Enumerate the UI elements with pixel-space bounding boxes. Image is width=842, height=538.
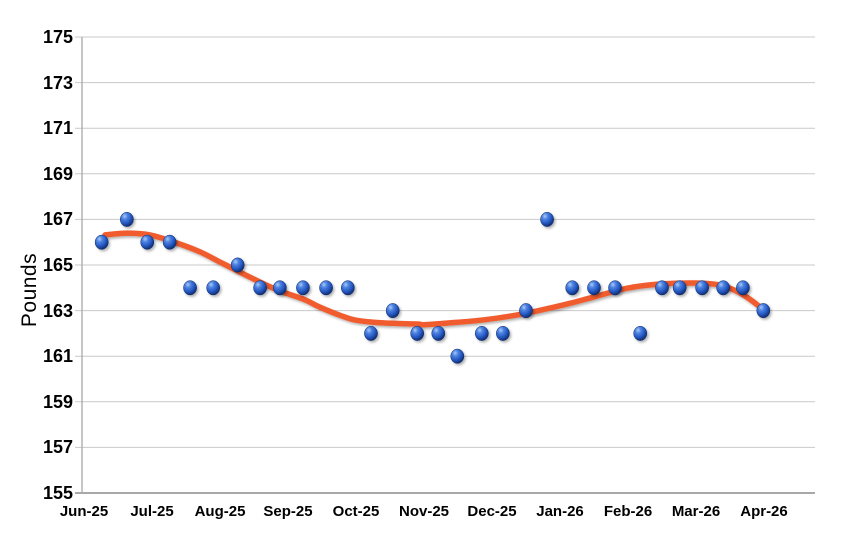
axes [75,37,815,494]
data-point [587,280,601,296]
data-point [296,280,310,296]
y-tick-label: 169 [42,163,73,184]
y-tick-label: 175 [42,27,73,47]
data-point [364,325,378,341]
data-point [672,280,687,296]
x-tick-label: Sep-25 [263,503,313,520]
data-point [119,211,134,227]
y-tick-label: 159 [42,391,73,412]
x-tick-label: Mar-26 [671,503,721,520]
x-tick-label: Oct-25 [332,503,380,520]
y-tick-label: 155 [42,483,73,503]
x-tick-label: Jun-25 [59,503,109,520]
data-point [183,280,197,296]
y-tick-label: 173 [42,72,73,93]
x-tick-label: Jan-26 [536,503,584,520]
data-point [474,325,489,341]
data-point [633,325,648,341]
data-point [608,280,622,296]
data-point [230,257,245,273]
y-tick-label: 165 [42,255,73,275]
data-point [716,280,731,296]
data-point [385,303,400,319]
gridlines [75,36,815,494]
data-point [272,280,287,296]
data-point [496,325,510,341]
data-point [253,280,267,296]
data-point [319,280,333,296]
trendline [102,230,767,328]
y-tick-label: 171 [42,118,73,139]
data-point [565,280,580,296]
x-tick-label: Aug-25 [194,503,246,520]
data-point [431,325,446,341]
data-point [540,211,554,227]
data-points [94,211,771,364]
data-point [94,234,109,250]
x-tick-label: Nov-25 [398,503,450,520]
data-point [736,280,750,296]
y-tick-label: 163 [42,300,73,321]
x-tick-label: Apr-26 [740,503,788,520]
data-point [140,234,155,250]
data-point [410,325,425,341]
y-tick-label: 161 [42,346,73,367]
data-point [206,280,221,296]
data-point [519,303,533,319]
data-point [162,234,177,250]
data-point [450,348,465,364]
trendline-path [102,230,767,328]
data-point [756,303,771,319]
y-tick-label: 167 [42,209,73,230]
x-tick-label: Jul-25 [130,503,174,520]
y-tick-label: 157 [42,437,73,458]
data-point [340,280,355,296]
x-tick-label: Feb-26 [603,503,653,520]
data-point [695,280,709,296]
data-point [655,280,669,296]
x-tick-label: Dec-25 [467,503,517,520]
